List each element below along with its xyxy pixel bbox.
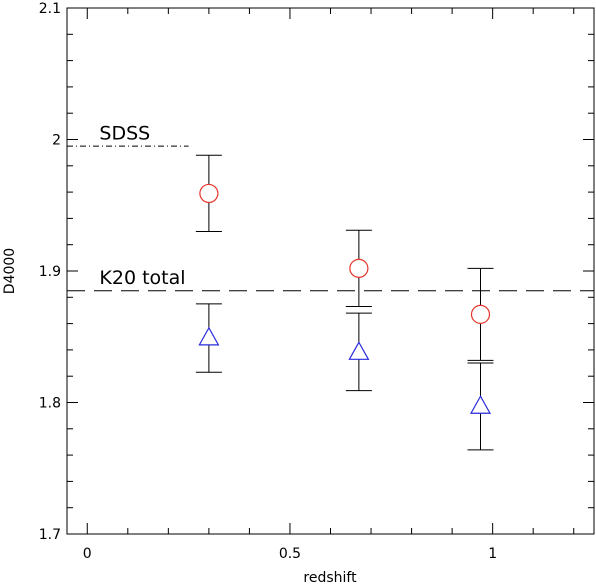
y-tick-label: 2.1	[39, 1, 61, 17]
y-tick-label: 2	[52, 133, 61, 149]
y-tick-label: 1.9	[39, 264, 61, 280]
reference-line-label: SDSS	[99, 123, 150, 145]
ticks: 1.7 1.8 1.9 2 2.1 0 0.5 1	[39, 1, 594, 562]
data-point-circle	[199, 183, 219, 204]
x-tick-label: 1	[488, 546, 497, 562]
y-tick-label: 1.7	[39, 527, 61, 543]
y-tick-label: 1.8	[39, 396, 61, 412]
data-point-circle	[470, 304, 491, 324]
data-point-triangle	[348, 341, 370, 360]
data-point-triangle	[469, 395, 492, 414]
data-marks	[195, 154, 494, 451]
reference-line-label: K20 total	[99, 267, 185, 289]
x-tick-label: 0	[83, 546, 92, 562]
y-axis-label: D4000	[2, 248, 18, 294]
x-axis-label: redshift	[303, 570, 357, 586]
data-point-triangle	[198, 326, 220, 346]
data-point-circle	[349, 258, 369, 278]
reference-lines: SDSS K20 total	[67, 123, 594, 292]
x-tick-label: 0.5	[279, 546, 301, 562]
